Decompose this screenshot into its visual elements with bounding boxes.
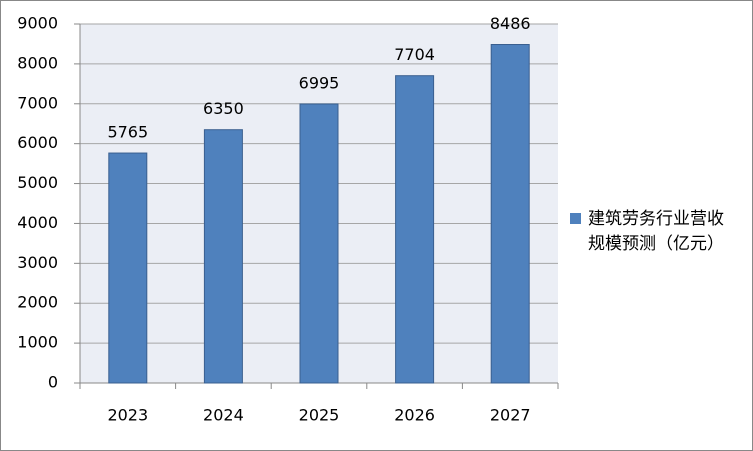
y-tick-label: 2000 xyxy=(17,293,58,312)
bar xyxy=(108,152,148,384)
bar xyxy=(395,75,435,384)
data-label: 5765 xyxy=(107,123,148,142)
data-label: 6995 xyxy=(299,73,340,92)
y-tick-label: 5000 xyxy=(17,173,58,192)
x-tick-label: 2023 xyxy=(107,406,148,425)
data-label: 7704 xyxy=(394,45,435,64)
x-tick-label: 2026 xyxy=(394,406,435,425)
x-tick-label: 2025 xyxy=(299,406,340,425)
bar xyxy=(299,103,339,384)
y-tick-label: 6000 xyxy=(17,133,58,152)
legend-swatch xyxy=(570,213,581,224)
data-label: 8486 xyxy=(490,14,531,33)
y-tick-label: 9000 xyxy=(17,14,58,33)
x-tick-label: 2024 xyxy=(203,406,244,425)
bar xyxy=(203,129,243,384)
y-tick-label: 8000 xyxy=(17,53,58,72)
y-tick-label: 7000 xyxy=(17,93,58,112)
legend-label: 建筑劳务行业营收规模预测（亿元） xyxy=(588,209,724,254)
data-label: 6350 xyxy=(203,99,244,118)
y-tick-label: 0 xyxy=(48,373,58,392)
y-tick-label: 3000 xyxy=(17,253,58,272)
x-tick-label: 2027 xyxy=(490,406,531,425)
y-tick-label: 4000 xyxy=(17,213,58,232)
bar xyxy=(490,44,530,384)
y-tick-label: 1000 xyxy=(17,333,58,352)
